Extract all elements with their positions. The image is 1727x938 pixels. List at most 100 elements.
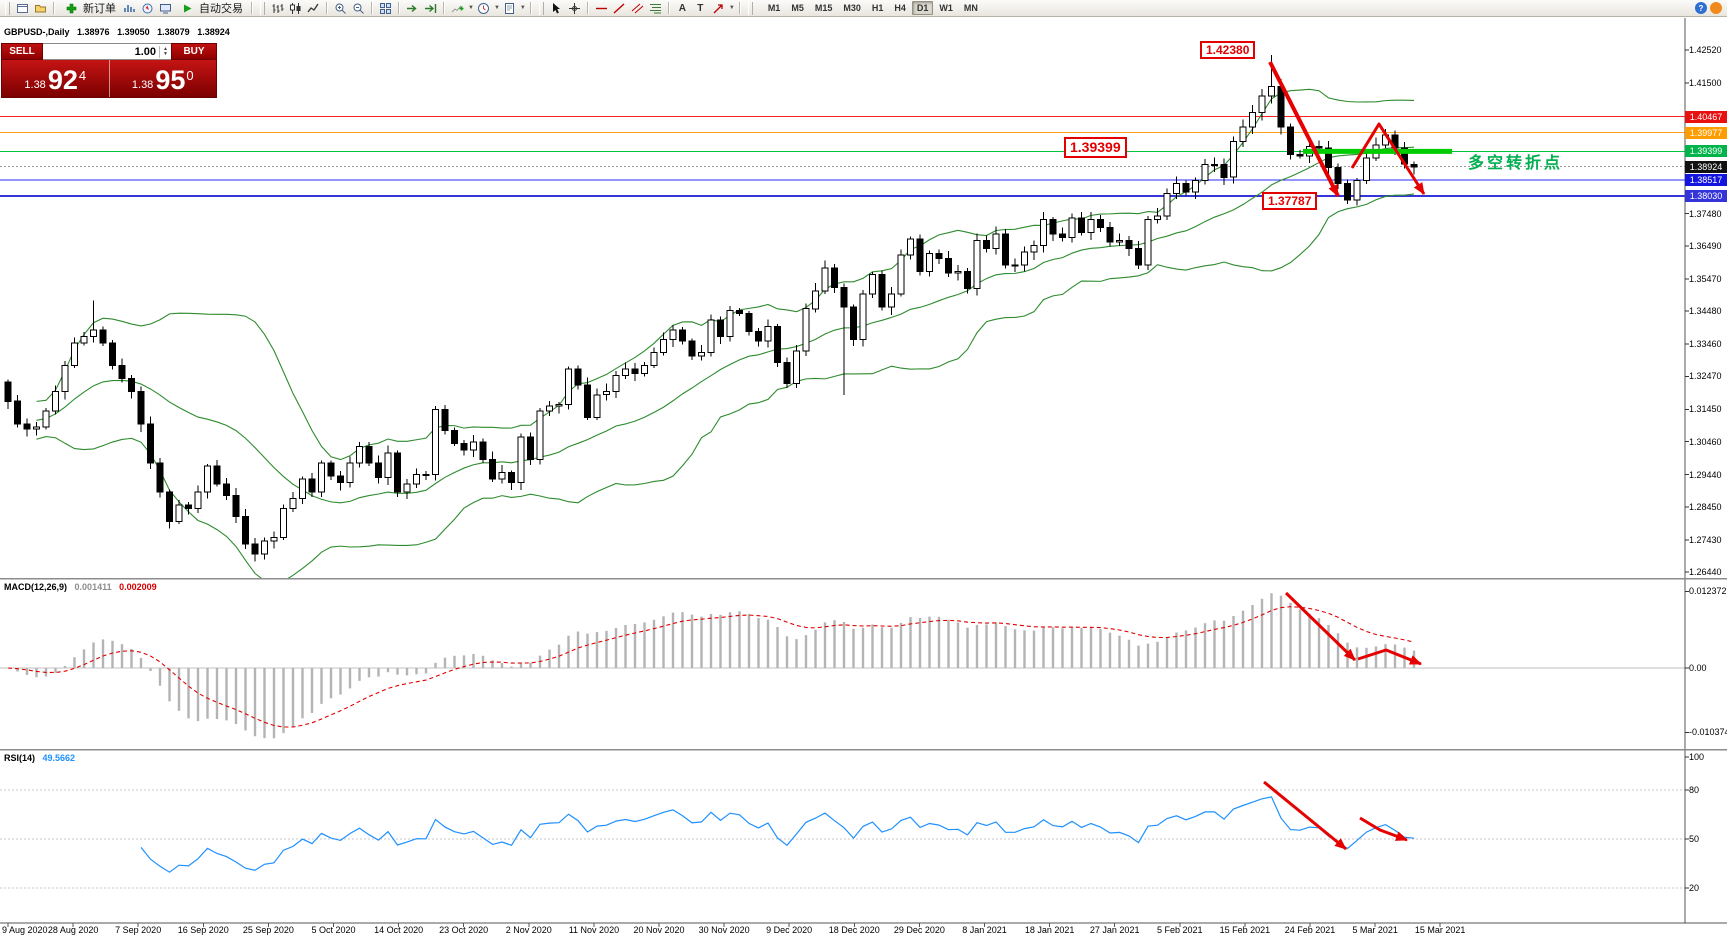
toolbar-separator	[371, 2, 373, 14]
timeframe-button-d1[interactable]: D1	[911, 1, 934, 15]
tile-windows-icon[interactable]	[377, 1, 394, 16]
periods-dropdown-caret[interactable]: ▼	[493, 5, 500, 11]
timeframe-button-m30[interactable]: M30	[843, 3, 861, 13]
macd-histogram	[16, 593, 1416, 739]
date-axis-label: 9 Dec 2020	[766, 925, 813, 935]
indicators-dropdown-caret[interactable]: ▼	[468, 5, 474, 11]
lot-decrease-icon[interactable]: ▼	[163, 50, 168, 57]
price-axis-tick: 1.32470	[1689, 371, 1722, 382]
periods-icon[interactable]	[475, 1, 492, 16]
turning-point-text[interactable]: 多空转折点	[1468, 155, 1564, 172]
autotrading-button[interactable]: 自动交易	[175, 0, 247, 16]
buy-price-main: 95	[155, 65, 186, 95]
toolbar-separator	[667, 2, 670, 14]
sell-price-button[interactable]: 1.38 92 4	[2, 60, 109, 97]
bar-chart-icon[interactable]	[269, 1, 286, 16]
timeframe-button-h4[interactable]: H4	[894, 3, 906, 13]
new-order-label: 新订单	[83, 3, 116, 15]
timeframe-button-w1[interactable]: W1	[939, 3, 953, 13]
date-axis-label: 23 Oct 2020	[439, 925, 489, 935]
text-icon[interactable]: A	[678, 2, 686, 14]
peak-price-label[interactable]: 1.42380	[1200, 41, 1256, 59]
terminal-icon[interactable]	[157, 1, 174, 16]
trend-arrow[interactable]	[1357, 648, 1422, 666]
label-icon[interactable]: T	[697, 2, 704, 14]
chart-shift-icon[interactable]	[422, 1, 439, 16]
price-axis-tick: 1.33460	[1689, 339, 1722, 350]
trend-arrow[interactable]	[1359, 816, 1408, 842]
toolbar-drag-handle[interactable]	[747, 1, 753, 15]
sell-button[interactable]: SELL	[1, 43, 43, 60]
cursor-icon[interactable]	[548, 1, 565, 16]
toolbar-separator	[326, 2, 328, 14]
arrows-dropdown-caret[interactable]: ▼	[728, 5, 735, 11]
buy-price-pip: 0	[186, 68, 194, 83]
templates-icon[interactable]	[501, 1, 518, 16]
zoom-in-icon[interactable]	[332, 1, 349, 16]
line-chart-icon[interactable]	[305, 1, 322, 16]
fibonacci-icon[interactable]	[647, 1, 664, 16]
date-axis-label: 15 Mar 2021	[1414, 925, 1466, 935]
crosshair-icon[interactable]	[566, 1, 583, 16]
price-axis-tag: 1.39399	[1685, 145, 1727, 158]
profiles-icon[interactable]	[32, 1, 49, 16]
trend-arrow[interactable]	[1284, 591, 1357, 662]
buy-price-button[interactable]: 1.38 95 0	[108, 60, 217, 97]
date-axis-label: 29 Dec 2020	[893, 925, 945, 935]
buy-price-prefix: 1.38	[131, 79, 154, 91]
community-icon[interactable]	[1710, 2, 1722, 14]
support-price-label[interactable]: 1.39399	[1064, 137, 1127, 158]
toolbar-right-group: ?	[1695, 2, 1725, 14]
autoscroll-icon[interactable]	[404, 1, 421, 16]
macd-axis-label: -0.010374	[1689, 727, 1727, 738]
arrows-tool-icon[interactable]	[710, 1, 727, 16]
lot-size-value[interactable]: 1.00	[134, 45, 156, 58]
candlestick-chart-icon[interactable]	[287, 1, 304, 16]
date-axis-label: 15 Feb 2021	[1219, 925, 1271, 935]
date-axis-label: 2 Nov 2020	[505, 925, 552, 935]
macd-signal-value: 0.002009	[119, 582, 157, 592]
timeframe-button-m5[interactable]: M5	[791, 3, 804, 13]
navigator-icon[interactable]	[139, 1, 156, 16]
date-axis-label: 27 Jan 2021	[1089, 925, 1140, 935]
new-order-button[interactable]: 新订单	[59, 0, 120, 16]
timeframe-button-m1[interactable]: M1	[767, 3, 781, 13]
indicators-icon[interactable]	[449, 1, 466, 16]
swing-low-price-label[interactable]: 1.37787	[1262, 192, 1318, 210]
date-axis-label: 7 Sep 2020	[115, 925, 162, 935]
price-axis-tag: 1.40467	[1685, 110, 1727, 123]
trend-arrow[interactable]	[1268, 61, 1340, 197]
timeframe-button-h1[interactable]: H1	[871, 3, 884, 13]
zoom-out-icon[interactable]	[350, 1, 367, 16]
price-axis-tag: 1.38517	[1685, 173, 1727, 186]
macd-signal-line	[7, 606, 1415, 728]
trend-arrow[interactable]	[1350, 122, 1426, 195]
help-icon[interactable]: ?	[1695, 2, 1707, 14]
timeframe-button-m15[interactable]: M15	[814, 3, 833, 13]
trendline-icon[interactable]	[611, 1, 628, 16]
date-axis-label: 8 Jan 2021	[962, 925, 1007, 935]
lot-increase-icon[interactable]: ▲	[163, 45, 168, 52]
templates-dropdown-caret[interactable]: ▼	[519, 5, 526, 11]
horizontal-line-icon[interactable]	[593, 1, 610, 16]
date-axis-label: 11 Nov 2020	[568, 925, 620, 935]
date-axis-label: 14 Oct 2020	[374, 925, 424, 935]
timeframe-button-mn[interactable]: MN	[963, 3, 978, 13]
toolbar-drag-handle[interactable]	[260, 1, 265, 15]
toolbar-separator	[53, 2, 55, 14]
toolbar-drag-handle[interactable]	[538, 1, 544, 15]
toolbar-drag-handle[interactable]	[5, 1, 10, 15]
market-watch-icon[interactable]	[121, 1, 138, 16]
price-axis-tag: 1.39977	[1685, 126, 1727, 139]
lot-size-field[interactable]: 1.00 ▲ ▼	[43, 43, 171, 60]
equidistant-channel-icon[interactable]	[629, 1, 646, 16]
symbol-period-label: GBPUSD-,Daily	[4, 27, 70, 37]
trend-arrow[interactable]	[1263, 780, 1347, 851]
date-axis-label: 16 Sep 2020	[177, 925, 229, 935]
new-chart-icon[interactable]	[14, 1, 31, 16]
sell-price-prefix: 1.38	[24, 79, 46, 91]
buy-button[interactable]: BUY	[171, 43, 217, 60]
horizontal-level-lines[interactable]	[0, 116, 1685, 197]
lot-spinner: ▲ ▼	[159, 45, 171, 58]
